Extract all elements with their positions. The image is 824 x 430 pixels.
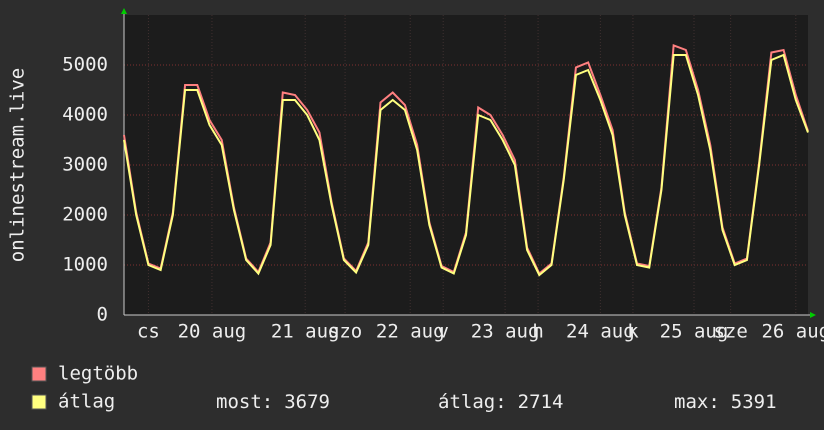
x-tick-label: 23 aug	[471, 321, 540, 343]
x-tick-label: sze	[713, 321, 747, 343]
x-tick-label: v	[437, 321, 448, 343]
stat-label: most:	[216, 391, 273, 413]
stat-label: max:	[674, 391, 720, 413]
y-tick-label: 2000	[62, 204, 108, 226]
x-tick-label: k	[627, 321, 639, 343]
stat-label: átlag:	[438, 391, 507, 413]
legend-label: átlag	[58, 391, 115, 413]
stat-value: 2714	[518, 391, 564, 413]
series-line	[123, 53, 809, 277]
stat: átlag: 2714	[438, 391, 563, 413]
legend-label: legtöbb	[58, 363, 138, 385]
axis-arrow	[810, 312, 816, 318]
x-tick-label: h	[532, 321, 543, 343]
stat-value: 5391	[731, 391, 777, 413]
x-tick-label: 22 aug	[376, 321, 445, 343]
y-tick-label: 5000	[62, 54, 108, 76]
y-tick-label: 1000	[62, 254, 108, 276]
stat: max: 5391	[674, 391, 777, 413]
legend-swatch	[31, 366, 47, 382]
plot	[123, 11, 812, 316]
stat: most: 3679	[216, 391, 330, 413]
x-tick-label: 26 aug	[761, 321, 824, 343]
x-tick-label: cs	[137, 321, 160, 343]
y-axis-label: onlinestream.live	[7, 68, 29, 262]
x-tick-label: 20 aug	[178, 321, 247, 343]
x-tick-label: szo	[328, 321, 362, 343]
stat-value: 3679	[284, 391, 330, 413]
legend-swatch	[31, 394, 47, 410]
x-tick-label: 24 aug	[566, 321, 635, 343]
y-tick-label: 3000	[62, 154, 108, 176]
axis-arrow	[121, 8, 127, 14]
y-tick-label: 0	[97, 304, 108, 326]
x-tick-label: 21 aug	[271, 321, 340, 343]
x-tick-label: 25 aug	[660, 321, 729, 343]
y-tick-label: 4000	[62, 104, 108, 126]
